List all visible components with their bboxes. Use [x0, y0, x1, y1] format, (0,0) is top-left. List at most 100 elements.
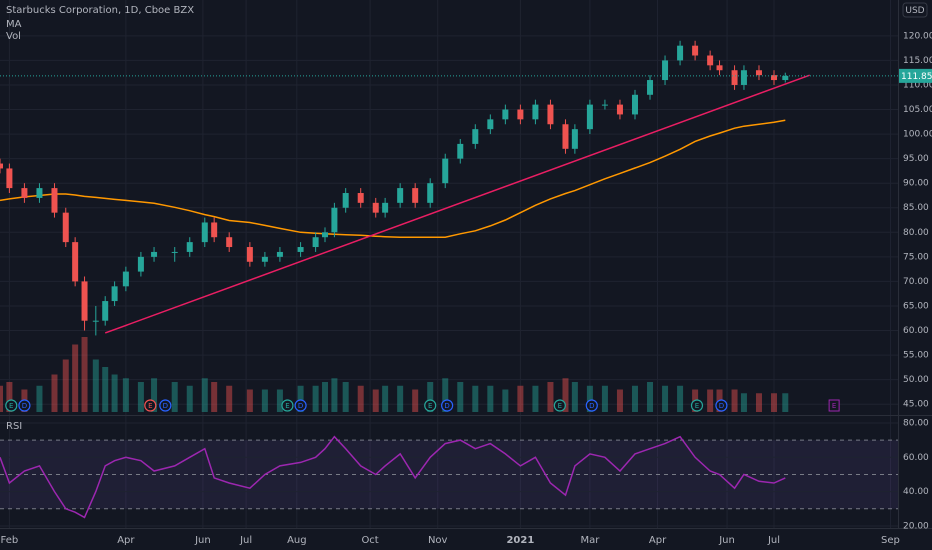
volume-bar: [122, 378, 129, 412]
volume-bar: [137, 382, 144, 412]
candle-body: [601, 104, 608, 106]
volume-bar: [36, 385, 43, 412]
volume-bar: [171, 382, 178, 412]
volume-bar: [457, 382, 464, 412]
event-label: D: [589, 402, 594, 410]
x-tick-label: Sep: [881, 535, 900, 546]
volume-bar: [81, 337, 88, 412]
candle-body: [372, 202, 379, 213]
candle-body: [81, 281, 88, 321]
candle-body: [740, 70, 747, 85]
candle-body: [457, 143, 464, 159]
volume-bar: [517, 385, 524, 412]
candle-body: [312, 237, 319, 248]
currency[interactable]: USD: [905, 6, 924, 16]
candle-body: [51, 188, 58, 213]
volume-bar: [755, 393, 762, 412]
y-tick-label: 75.00: [903, 252, 929, 262]
candle-body: [382, 202, 389, 213]
candle-body: [616, 104, 623, 115]
candle-body: [122, 271, 129, 287]
event-marker: [715, 399, 728, 412]
y-tick-label: 65.00: [903, 301, 929, 311]
volume-bar: [547, 382, 554, 412]
candle-body: [532, 104, 539, 120]
event-label: D: [444, 402, 449, 410]
rsi-legend: RSI: [6, 421, 22, 432]
candle-body: [297, 247, 304, 252]
candle-body: [72, 242, 79, 282]
x-tick-label: Feb: [1, 535, 19, 546]
rsi-tick-label: 40.00: [903, 487, 929, 497]
volume-bar: [201, 378, 208, 412]
volume-bar: [6, 382, 13, 412]
x-tick-label: Apr: [649, 535, 667, 546]
labels: Feb Apr Jun Jul Aug Oct Nov 2021 Mar Apr Jun Jul Sep…: [1, 31, 932, 546]
candle-body: [755, 70, 762, 76]
y-tick-label: 80.00: [903, 228, 929, 238]
candle-body: [782, 75, 789, 81]
candle-body: [502, 109, 509, 120]
volume-bar: [211, 382, 218, 412]
volume-bar: [412, 389, 419, 412]
candle-body: [322, 232, 329, 238]
trendline: [104, 74, 810, 334]
y-tick-label: 95.00: [903, 154, 929, 164]
volume-bar: [276, 389, 283, 412]
event-label: E: [558, 402, 562, 410]
volume-bar: [662, 385, 669, 412]
volume-bar: [616, 389, 623, 412]
volume-bar: [707, 389, 714, 412]
y-tick-label: 50.00: [903, 375, 929, 385]
x-tick-label: Aug: [287, 535, 307, 546]
volume-bar: [647, 382, 654, 412]
y-tick-label: 110.00: [903, 80, 932, 90]
candle-body: [261, 256, 268, 262]
candle-body: [331, 207, 338, 233]
x-tick-label: Apr: [117, 535, 135, 546]
x-tick-label: Jul: [239, 535, 252, 546]
candle-body: [586, 104, 593, 130]
volume-bar: [186, 385, 193, 412]
vol-legend: Vol: [6, 31, 21, 42]
volume-bar: [331, 378, 338, 412]
candle-body: [21, 188, 28, 198]
volume-bar: [740, 393, 747, 412]
rsi-tick-label: 60.00: [903, 453, 929, 463]
volume-bar: [151, 378, 158, 412]
event-label: E: [148, 402, 152, 410]
volume-bar: [442, 378, 449, 412]
x-tick-label: Oct: [361, 535, 378, 546]
currency-box[interactable]: [902, 2, 928, 18]
x-tick-label: Mar: [580, 535, 600, 546]
candle-body: [151, 251, 158, 257]
last-price-box: [899, 68, 932, 83]
volume-bar: [226, 385, 233, 412]
volume-bar: [312, 385, 319, 412]
candle-body: [357, 193, 364, 203]
candle-body: [662, 60, 669, 81]
volume-bar: [731, 389, 738, 412]
volume-bar: [372, 389, 379, 412]
y-tick-label: 45.00: [903, 400, 929, 410]
rsi-tick-label: 80.00: [903, 418, 929, 428]
event-marker: [553, 399, 566, 412]
candle-body: [171, 251, 178, 253]
candle-body: [412, 188, 419, 203]
candle-body: [246, 247, 253, 262]
candle-body: [186, 242, 193, 252]
volume-bar: [771, 393, 778, 412]
candle-body: [427, 183, 434, 203]
candle-body: [472, 129, 479, 144]
y-tick-label: 115.00: [903, 56, 932, 66]
event-label: E: [832, 402, 836, 410]
last-price-label: 111.85: [901, 72, 932, 82]
candle-body: [276, 251, 283, 257]
candle-body: [226, 237, 233, 248]
x-tick-label: 2021: [506, 535, 534, 546]
volume-bar: [297, 385, 304, 412]
candle-body: [647, 80, 654, 95]
volume-bar: [246, 389, 253, 412]
volume-bar: [631, 385, 638, 412]
